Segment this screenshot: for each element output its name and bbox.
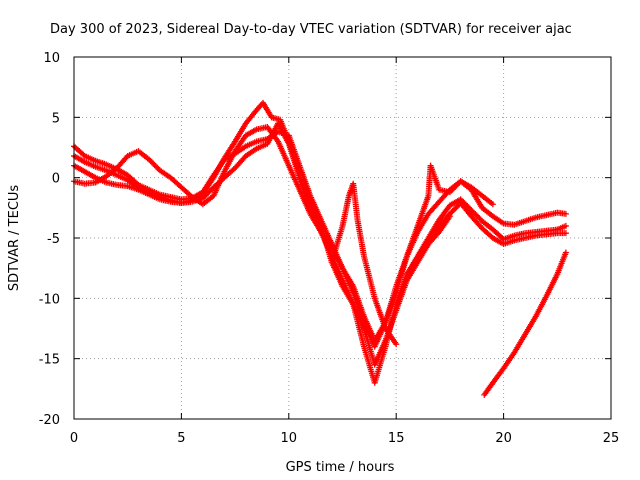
data-point [562, 210, 569, 217]
data-series [71, 99, 569, 386]
y-tick-labels: -20 -15 -10 -5 0 5 10 [39, 51, 60, 428]
data-series [328, 180, 400, 348]
data-point [562, 249, 569, 256]
data-series [71, 123, 496, 344]
x-tick-label: 25 [603, 431, 620, 446]
data-series [414, 213, 453, 263]
plot-marks [71, 99, 569, 398]
data-series [71, 120, 569, 368]
y-tick-label: 5 [52, 111, 60, 126]
axis-ticks [73, 56, 612, 420]
data-series [481, 249, 569, 398]
x-tick-label: 15 [388, 431, 405, 446]
x-tick-label: 0 [70, 431, 78, 446]
data-point [489, 201, 496, 208]
y-axis-label: SDTVAR / TECUs [7, 185, 22, 292]
y-tick-label: -5 [47, 232, 60, 247]
y-tick-label: -10 [39, 292, 60, 307]
data-point [562, 230, 569, 237]
x-tick-label: 10 [281, 431, 298, 446]
x-tick-labels: 0 5 10 15 20 25 [70, 431, 619, 446]
y-tick-label: 0 [52, 172, 60, 187]
y-tick-label: 10 [43, 51, 60, 66]
x-axis-label: GPS time / hours [286, 460, 395, 475]
x-tick-label: 20 [495, 431, 512, 446]
y-tick-label: -20 [39, 413, 60, 428]
y-tick-label: -15 [39, 353, 60, 368]
data-point [446, 213, 453, 220]
data-point [393, 341, 400, 348]
data-point [80, 151, 87, 158]
x-tick-label: 5 [177, 431, 185, 446]
chart-title: Day 300 of 2023, Sidereal Day-to-day VTE… [50, 22, 572, 37]
data-point [562, 222, 569, 229]
